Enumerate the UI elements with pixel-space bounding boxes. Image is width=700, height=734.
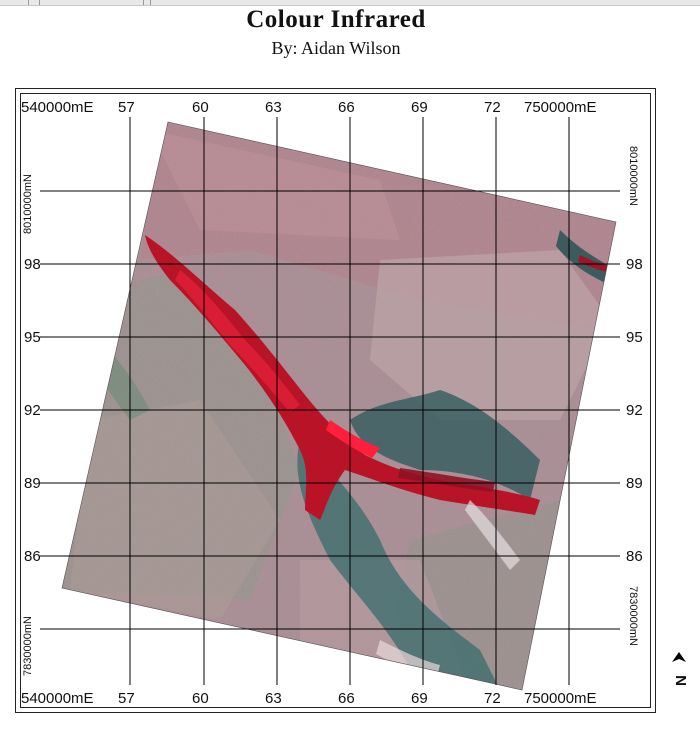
strip-tick xyxy=(28,0,29,5)
window-top-strip xyxy=(0,0,700,6)
x-label-top-corner-right: 750000mE xyxy=(524,99,597,116)
strip-tick xyxy=(143,0,144,5)
x-label-bottom-66: 66 xyxy=(338,690,355,707)
light-patch xyxy=(465,500,520,570)
strip-tick xyxy=(150,0,151,5)
map-subtitle: By: Aidan Wilson xyxy=(271,38,401,58)
satellite-scene xyxy=(62,122,616,690)
north-arrow-icon xyxy=(672,652,686,662)
y-label-right-92: 92 xyxy=(626,402,643,419)
x-label-top-69: 69 xyxy=(411,99,428,116)
x-label-top-63: 63 xyxy=(265,99,282,116)
y-label-left-8010000: 8010000mN xyxy=(22,174,34,234)
x-label-bottom-corner-right: 750000mE xyxy=(524,690,597,707)
y-label-left-92: 92 xyxy=(24,402,41,419)
y-label-right-7830000: 7830000mN xyxy=(627,586,639,646)
y-label-right-89: 89 xyxy=(626,475,643,492)
y-label-right-8010000: 8010000mN xyxy=(627,146,639,206)
y-label-left-89: 89 xyxy=(24,475,41,492)
scene-outline xyxy=(61,121,617,691)
x-label-top-66: 66 xyxy=(338,99,355,116)
y-label-right-95: 95 xyxy=(626,329,643,346)
water-channel-south xyxy=(297,440,500,690)
river-vegetation-east xyxy=(398,468,495,492)
x-label-top-60: 60 xyxy=(192,99,209,116)
y-label-left-7830000: 7830000mN xyxy=(22,616,34,676)
x-label-bottom-63: 63 xyxy=(265,690,282,707)
y-label-right-98: 98 xyxy=(626,256,643,273)
x-label-bottom-60: 60 xyxy=(192,690,209,707)
north-label: N xyxy=(673,675,690,686)
x-label-top-72: 72 xyxy=(484,99,501,116)
y-label-left-86: 86 xyxy=(24,548,41,565)
x-label-bottom-69: 69 xyxy=(411,690,428,707)
x-label-top-corner-left: 540000mE xyxy=(21,99,94,116)
river-vegetation-bright xyxy=(175,270,300,412)
map-frame-outer xyxy=(15,88,656,713)
y-label-right-86: 86 xyxy=(626,548,643,565)
y-label-left-95: 95 xyxy=(24,329,41,346)
scene-texture xyxy=(62,122,616,690)
water-channel-east xyxy=(350,390,540,500)
river-vegetation xyxy=(145,235,540,520)
strip-tick xyxy=(39,0,40,5)
x-label-bottom-72: 72 xyxy=(484,690,501,707)
x-label-bottom-57: 57 xyxy=(118,690,135,707)
river-vegetation-core xyxy=(326,420,380,458)
map-frame-inner xyxy=(20,93,651,708)
x-label-top-57: 57 xyxy=(118,99,135,116)
map-title: Colour Infrared xyxy=(246,6,426,33)
x-label-bottom-corner-left: 540000mE xyxy=(21,690,94,707)
y-label-left-98: 98 xyxy=(24,256,41,273)
grid-lines xyxy=(40,117,620,685)
